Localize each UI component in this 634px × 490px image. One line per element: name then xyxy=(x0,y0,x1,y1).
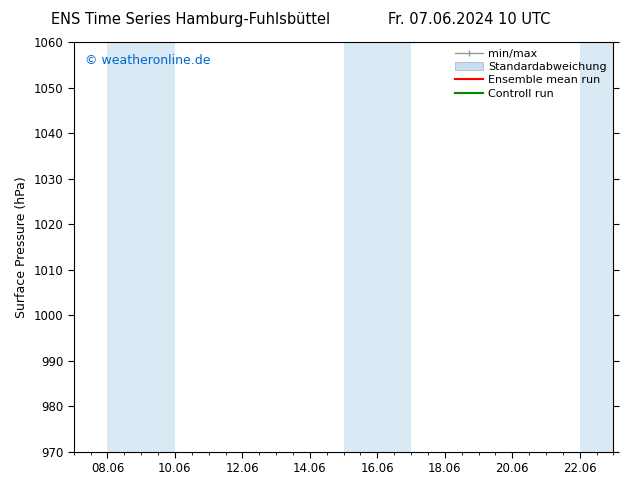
Legend: min/max, Standardabweichung, Ensemble mean run, Controll run: min/max, Standardabweichung, Ensemble me… xyxy=(450,44,611,103)
Text: © weatheronline.de: © weatheronline.de xyxy=(84,54,210,67)
Text: ENS Time Series Hamburg-Fuhlsbüttel: ENS Time Series Hamburg-Fuhlsbüttel xyxy=(51,12,330,27)
Bar xyxy=(579,42,614,452)
Text: Fr. 07.06.2024 10 UTC: Fr. 07.06.2024 10 UTC xyxy=(388,12,550,27)
Bar xyxy=(344,42,411,452)
Bar xyxy=(107,42,175,452)
Y-axis label: Surface Pressure (hPa): Surface Pressure (hPa) xyxy=(15,176,28,318)
